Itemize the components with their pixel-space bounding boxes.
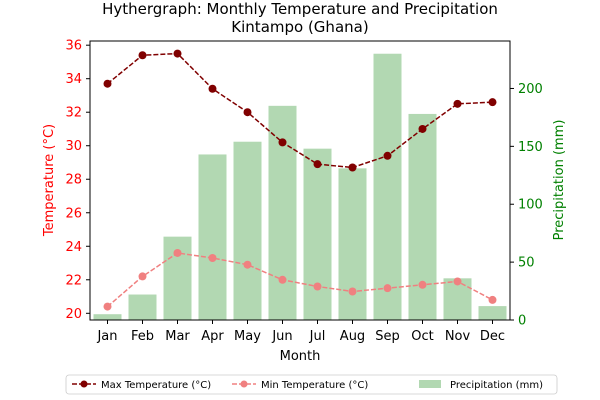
x-tick-label-sep: Sep [375, 329, 400, 344]
x-tick-label-feb: Feb [131, 329, 154, 344]
y-axis-right: 0 50 100 150 200 [510, 82, 543, 329]
precipitation-bar-aug [338, 168, 367, 320]
y-axis-left: 20 22 24 26 28 30 32 34 36 [65, 39, 90, 322]
x-tick-label-dec: Dec [480, 329, 505, 344]
precipitation-bars [93, 53, 507, 321]
x-tick-label-oct: Oct [411, 329, 433, 344]
y-left-tick-label-20: 20 [65, 307, 82, 322]
precipitation-bar-oct [408, 113, 437, 320]
max-temperature-point-nov [453, 99, 462, 108]
precipitation-bar-dec [478, 306, 507, 320]
plot-frame [89, 40, 511, 321]
x-tick-label-apr: Apr [201, 329, 224, 344]
min-temperature-point-feb [138, 272, 147, 281]
precipitation-bar-may [233, 141, 262, 320]
y-left-tick-label-34: 34 [65, 72, 82, 87]
y-right-tick-label-100: 100 [518, 198, 543, 213]
y-left-tick-label-30: 30 [65, 139, 82, 154]
min-temperature-point-sep [383, 284, 392, 293]
legend-marker-min-temperature [240, 380, 248, 388]
legend-item-min-temperature: Min Temperature (°C) [232, 380, 368, 391]
min-temperature-point-jul [313, 282, 322, 291]
min-temperature-point-mar [173, 248, 182, 257]
plot-border [89, 40, 511, 321]
precipitation-bar-jan [93, 314, 122, 320]
y-right-tick-label-150: 150 [518, 140, 543, 155]
x-tick-label-jun: Jun [271, 329, 292, 344]
min-temperature-point-may [243, 260, 252, 269]
legend-label-precipitation: Precipitation (mm) [450, 380, 543, 391]
x-tick-label-nov: Nov [445, 329, 471, 344]
precipitation-bar-jun [268, 105, 297, 321]
precipitation-bar-apr [198, 154, 227, 320]
x-tick-label-aug: Aug [340, 329, 365, 344]
x-axis-label: Month [280, 349, 321, 364]
max-temperature-point-oct [418, 124, 427, 133]
x-tick-label-mar: Mar [165, 329, 190, 344]
temperature-lines [103, 49, 497, 311]
max-temperature-point-apr [208, 84, 217, 93]
y-left-tick-label-28: 28 [65, 173, 82, 188]
x-axis: Jan Feb Mar Apr May Jun Jul Aug Sep Oct Nov Dec [96, 320, 505, 344]
min-temperature-point-dec [488, 295, 497, 304]
legend-marker-max-temperature [80, 380, 88, 388]
min-temperature-line [107, 252, 493, 308]
y-axis-label-left: Temperature (°C) [42, 124, 57, 237]
legend-label-min-temperature: Min Temperature (°C) [261, 380, 368, 391]
max-temperature-point-feb [138, 51, 147, 60]
min-temperature-point-apr [208, 254, 217, 262]
legend-item-precipitation: Precipitation (mm) [419, 380, 543, 391]
y-right-tick-label-50: 50 [518, 256, 535, 271]
max-temperature-point-aug [348, 163, 357, 172]
precipitation-bar-jul [303, 148, 332, 320]
legend-box [65, 374, 558, 395]
min-temperature-point-jan [103, 302, 112, 311]
precipitation-bar-sep [373, 53, 402, 321]
y-right-tick-label-200: 200 [518, 82, 543, 97]
max-temperature-point-may [243, 108, 252, 117]
y-left-tick-label-32: 32 [65, 106, 82, 121]
max-temperature-point-dec [488, 98, 497, 107]
min-temperature-point-jun [278, 275, 287, 284]
max-temperature-line [107, 52, 493, 169]
chart-subtitle: Kintampo (Ghana) [231, 18, 368, 36]
x-tick-label-jan: Jan [96, 329, 117, 344]
y-left-tick-label-24: 24 [65, 240, 82, 255]
legend-label-max-temperature: Max Temperature (°C) [101, 380, 211, 391]
max-temperature-point-jul [313, 160, 322, 169]
x-tick-label-jul: Jul [309, 329, 326, 344]
max-temperature-point-jun [278, 138, 287, 147]
min-temperature-point-aug [348, 287, 357, 296]
max-temperature-point-sep [383, 151, 392, 160]
y-left-tick-label-36: 36 [65, 39, 82, 54]
legend-item-max-temperature: Max Temperature (°C) [72, 380, 211, 391]
legend: Max Temperature (°C) Min Temperature (°C… [65, 374, 558, 395]
x-tick-label-may: May [234, 329, 261, 344]
min-temperature-point-nov [453, 277, 462, 286]
y-left-tick-label-26: 26 [65, 206, 82, 221]
legend-swatch-precipitation [419, 380, 441, 388]
y-left-tick-label-22: 22 [65, 273, 82, 288]
max-temperature-point-mar [173, 49, 182, 58]
max-temperature-point-jan [103, 79, 112, 88]
min-temperature-point-oct [418, 280, 427, 289]
y-axis-label-right: Precipitation (mm) [552, 120, 567, 241]
y-right-tick-label-0: 0 [518, 314, 526, 329]
chart-title: Hythergraph: Monthly Temperature and Pre… [102, 0, 498, 18]
precipitation-bar-feb [128, 294, 157, 320]
